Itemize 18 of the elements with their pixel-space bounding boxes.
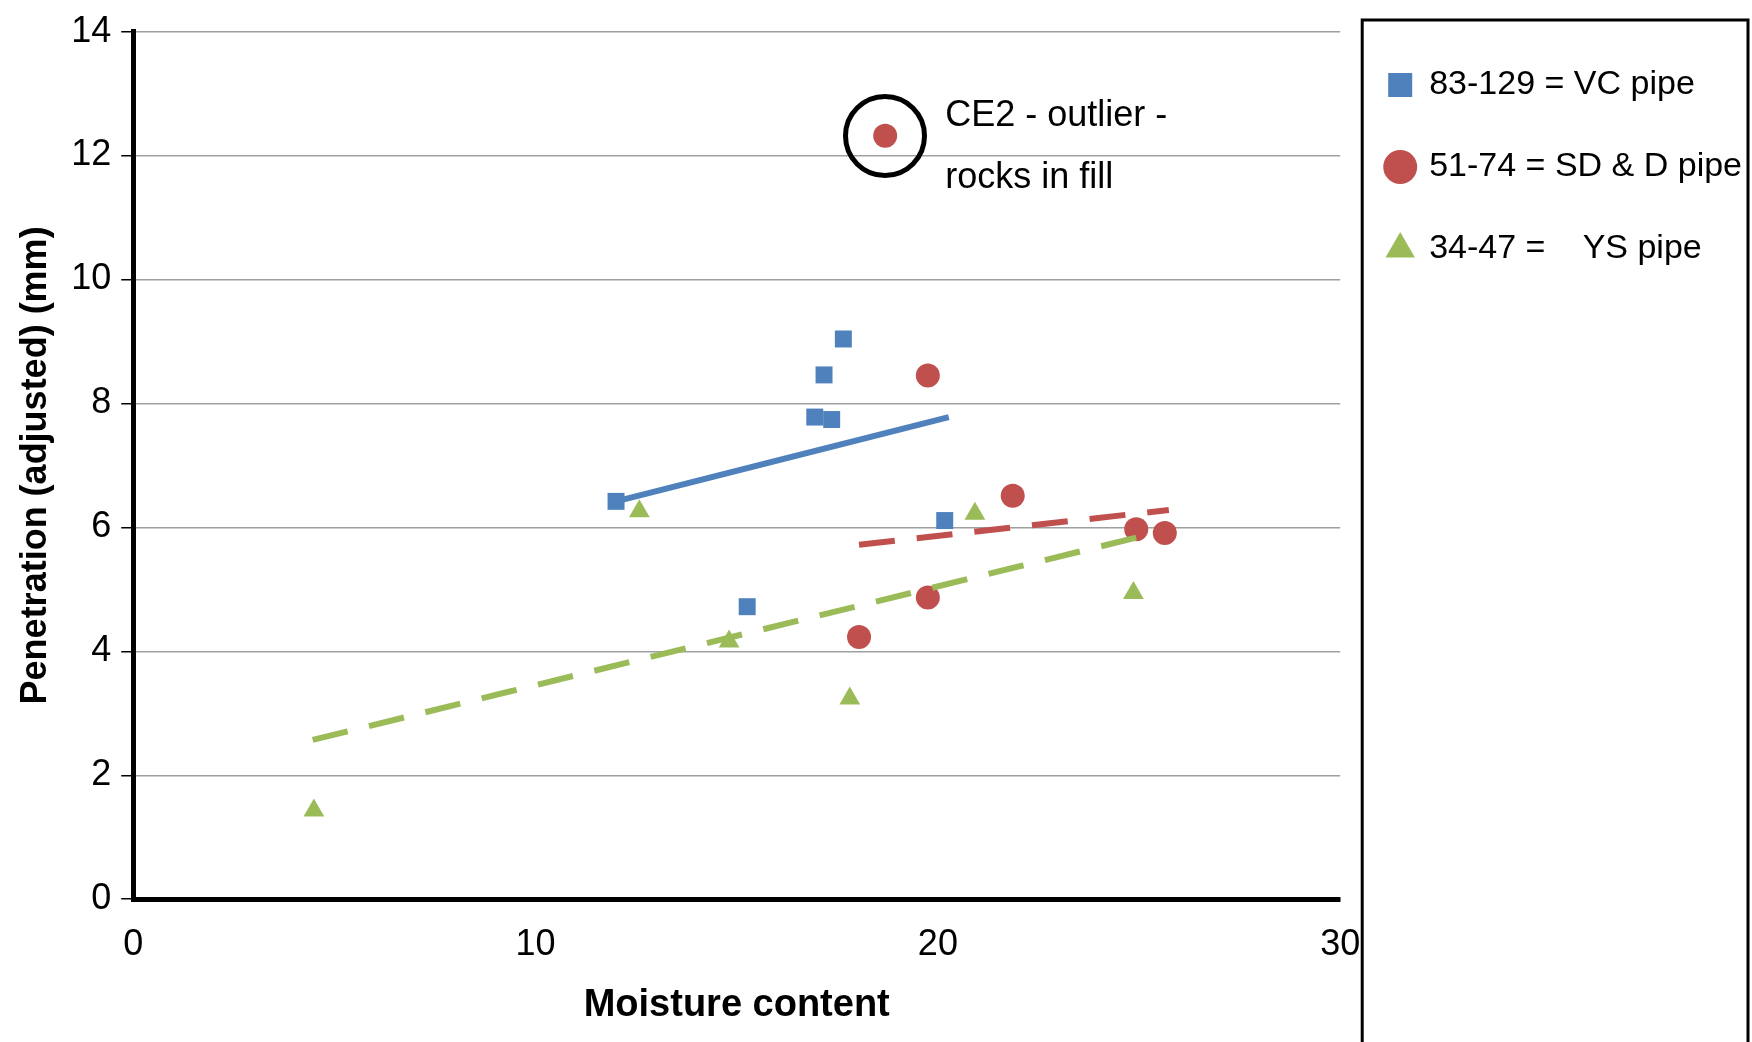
y-tick-label: 2 (91, 752, 112, 794)
x-tick-label: 20 (917, 921, 958, 963)
y-tick-label: 12 (71, 132, 112, 174)
legend-label: 83-129 = VC pipe (1429, 63, 1695, 102)
y-tick-label: 10 (71, 256, 112, 298)
y-tick-label: 8 (91, 380, 112, 422)
y-tick-label: 0 (91, 876, 112, 918)
annotation: CE2 - outlier - rocks in fill (945, 92, 1168, 196)
y-axis-title: Penetration (adjusted) (mm) (12, 226, 54, 705)
x-tick-label: 0 (123, 921, 144, 963)
x-tick-label: 30 (1320, 921, 1361, 963)
y-tick-label: 14 (71, 8, 112, 50)
x-tick-label: 10 (515, 921, 556, 963)
legend-label: 34-47 = YS pipe (1429, 227, 1702, 266)
x-axis-title: Moisture content (583, 981, 891, 1024)
legend-label: 51-74 = SD & D pipe (1429, 145, 1743, 184)
y-tick-label: 6 (91, 504, 112, 546)
y-tick-label: 4 (91, 628, 112, 670)
